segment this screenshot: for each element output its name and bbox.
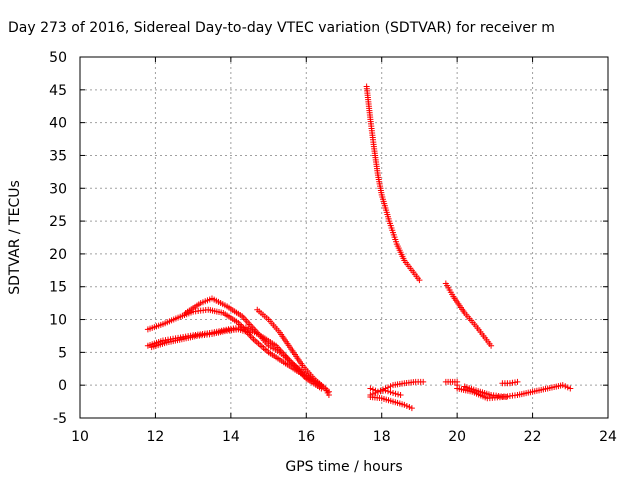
series-arc-1 (144, 324, 332, 395)
y-tick-label: 45 (49, 83, 67, 99)
x-tick-label: 12 (147, 429, 165, 445)
x-tick-label: 24 (599, 429, 617, 445)
data-point (559, 382, 566, 389)
y-tick-label: 35 (49, 148, 67, 164)
data-point (382, 387, 389, 394)
series-arc-10 (367, 387, 404, 399)
data-point (395, 391, 402, 398)
data-point (401, 401, 408, 408)
data-point (246, 329, 253, 336)
x-tick-label: 10 (71, 429, 89, 445)
data-point (387, 389, 394, 396)
y-tick-label: 20 (49, 247, 67, 263)
y-tick-label: 15 (49, 280, 67, 296)
data-point (390, 390, 397, 397)
data-point (488, 342, 495, 349)
series-arc-7 (442, 280, 495, 349)
data-point (372, 389, 379, 396)
series-arc-4 (182, 295, 325, 392)
series-arc-5 (254, 306, 332, 399)
data-point (325, 392, 332, 399)
y-tick-label: 25 (49, 214, 67, 230)
y-tick-label: 30 (49, 181, 67, 197)
data-point (387, 383, 394, 390)
data-point (503, 393, 510, 400)
grid-layer (80, 57, 608, 418)
x-tick-label: 22 (524, 429, 542, 445)
data-point (416, 277, 423, 284)
data-point (420, 378, 427, 385)
data-point (514, 378, 521, 385)
data-layer (144, 83, 574, 412)
data-point (392, 390, 399, 397)
series-arc-12 (461, 383, 510, 400)
series-arc-9 (367, 393, 415, 412)
series-arc-11 (442, 378, 574, 402)
data-point (408, 405, 415, 412)
plot-frame (79, 56, 609, 419)
data-point (406, 404, 413, 411)
y-tick-label: 0 (58, 378, 67, 394)
x-tick-label: 20 (448, 429, 466, 445)
chart-title: Day 273 of 2016, Sidereal Day-to-day VTE… (8, 20, 555, 36)
data-point (367, 392, 374, 399)
data-point (567, 385, 574, 392)
series-arc-3 (148, 326, 253, 351)
data-point (397, 392, 404, 399)
data-point (385, 388, 391, 395)
data-point (564, 384, 571, 391)
axis-layer: 10 12 14 16 18 20 22 24 -5 0 5 10 15 20 25 30 35 40 45 50 (49, 50, 617, 445)
y-axis-label: SDTVAR / TECUs (7, 180, 23, 295)
y-tick-label: 5 (58, 345, 67, 361)
y-tick-label: 50 (49, 50, 67, 66)
x-tick-label: 18 (373, 429, 391, 445)
data-point (369, 390, 376, 397)
y-tick-label: 40 (49, 116, 67, 132)
series-arc-6 (363, 83, 423, 284)
y-tick-label: -5 (53, 411, 67, 427)
x-tick-label: 14 (222, 429, 240, 445)
data-point (562, 383, 569, 390)
x-tick-label: 16 (297, 429, 315, 445)
data-point (367, 385, 374, 392)
data-point (403, 402, 410, 409)
series-arc-13 (499, 378, 521, 387)
y-tick-label: 10 (49, 313, 67, 329)
x-axis-label: GPS time / hours (285, 459, 402, 475)
